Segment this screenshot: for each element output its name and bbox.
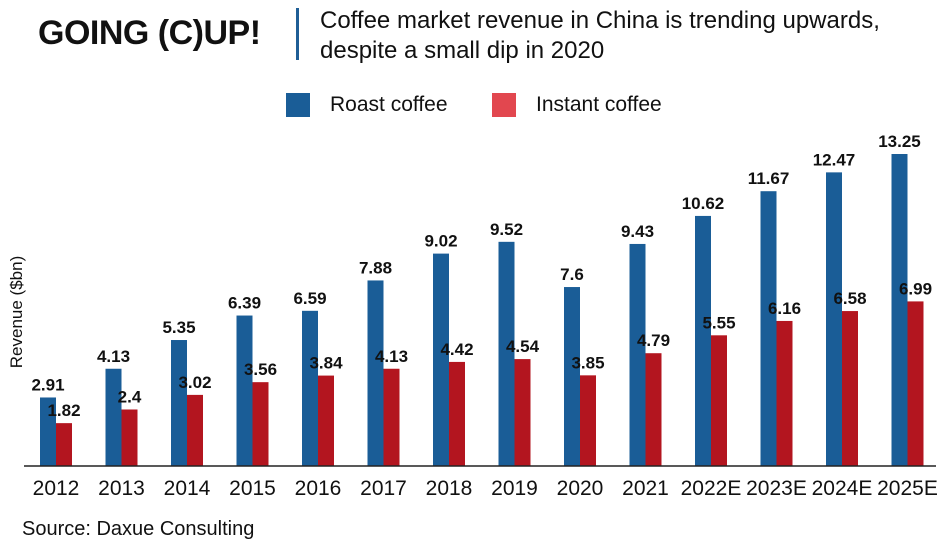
bar-instant-2023E [776,320,793,466]
x-tick-2022E: 2022E [681,477,742,500]
legend-swatch-instant [492,93,516,117]
value-label-instant-2012: 1.82 [47,401,80,420]
value-label-instant-2017: 4.13 [375,347,408,366]
value-label-roast-2012: 2.91 [31,375,64,394]
legend-label-instant: Instant coffee [536,93,662,116]
bar-instant-2019 [514,359,531,466]
bar-roast-2013 [105,368,122,466]
value-label-roast-2014: 5.35 [162,318,195,337]
value-label-roast-2021: 9.43 [621,222,654,241]
value-label-roast-2019: 9.52 [490,220,523,239]
subtitle-line-2: despite a small dip in 2020 [320,37,605,64]
value-label-instant-2020: 3.85 [571,353,604,372]
bar-roast-2022E [695,215,711,466]
bar-roast-2016 [302,310,318,466]
x-tick-2019: 2019 [491,477,538,500]
value-label-instant-2013: 2.4 [118,387,142,406]
x-tick-2023E: 2023E [746,477,807,500]
value-label-roast-2018: 9.02 [424,232,457,251]
x-tick-2021: 2021 [622,477,669,500]
bar-instant-2020 [580,375,596,466]
value-label-roast-2015: 6.39 [228,294,261,313]
value-label-roast-2016: 6.59 [293,289,326,308]
bar-roast-2019 [498,241,515,466]
value-label-instant-2025E: 6.99 [899,279,932,298]
subtitle-line-1: Coffee market revenue in China is trendi… [320,7,880,34]
value-label-instant-2019: 4.54 [506,337,540,356]
bar-instant-2021 [645,353,662,466]
bar-instant-2014 [187,394,203,466]
x-tick-2025E: 2025E [877,477,938,500]
bar-instant-2012 [56,423,72,466]
bar-roast-2015 [236,315,253,466]
x-tick-2012: 2012 [33,477,80,500]
bar-instant-2022E [711,335,727,466]
source-note: Source: Daxue Consulting [22,518,255,540]
value-label-instant-2023E: 6.16 [768,299,801,318]
bar-roast-2014 [171,340,187,466]
chart-headline: GOING (C)UP! [38,14,261,52]
value-label-instant-2024E: 6.58 [833,289,866,308]
bar-roast-2017 [367,280,384,466]
legend-swatch-roast [286,93,310,117]
x-tick-2013: 2013 [98,477,145,500]
value-label-roast-2024E: 12.47 [813,150,856,169]
value-label-instant-2022E: 5.55 [702,313,735,332]
chart-subtitle: Coffee market revenue in China is trendi… [320,6,880,66]
bar-roast-2023E [760,191,777,466]
x-tick-2020: 2020 [557,477,604,500]
bar-roast-2025E [891,154,908,466]
value-label-roast-2013: 4.13 [97,347,130,366]
bar-roast-2021 [629,243,646,466]
title-divider [296,8,299,60]
bar-roast-2018 [433,253,449,466]
value-label-instant-2014: 3.02 [178,373,211,392]
x-tick-2015: 2015 [229,477,276,500]
value-label-roast-2020: 7.6 [560,265,584,284]
bar-instant-2018 [449,361,465,466]
value-label-instant-2018: 4.42 [440,340,473,359]
x-tick-2024E: 2024E [812,477,873,500]
bar-instant-2024E [842,311,858,466]
x-tick-2017: 2017 [360,477,407,500]
legend-label-roast: Roast coffee [330,93,448,116]
value-label-roast-2023E: 11.67 [748,169,790,188]
bar-roast-2024E [826,172,842,466]
x-tick-2018: 2018 [426,477,473,500]
value-label-roast-2025E: 13.25 [878,132,921,151]
bar-roast-2020 [564,287,580,466]
bar-instant-2015 [252,382,269,466]
value-label-instant-2015: 3.56 [244,360,277,379]
bar-instant-2013 [121,409,138,466]
bar-instant-2016 [318,375,334,466]
value-label-roast-2022E: 10.62 [682,194,725,213]
x-tick-2014: 2014 [164,477,211,500]
bar-instant-2017 [383,368,400,466]
value-label-instant-2021: 4.79 [637,331,670,350]
value-label-roast-2017: 7.88 [359,258,392,277]
bar-roast-2012 [40,397,56,466]
x-tick-2016: 2016 [295,477,342,500]
bar-instant-2025E [907,301,924,466]
value-label-instant-2016: 3.84 [309,354,343,373]
y-axis-label: Revenue ($bn) [7,256,26,368]
